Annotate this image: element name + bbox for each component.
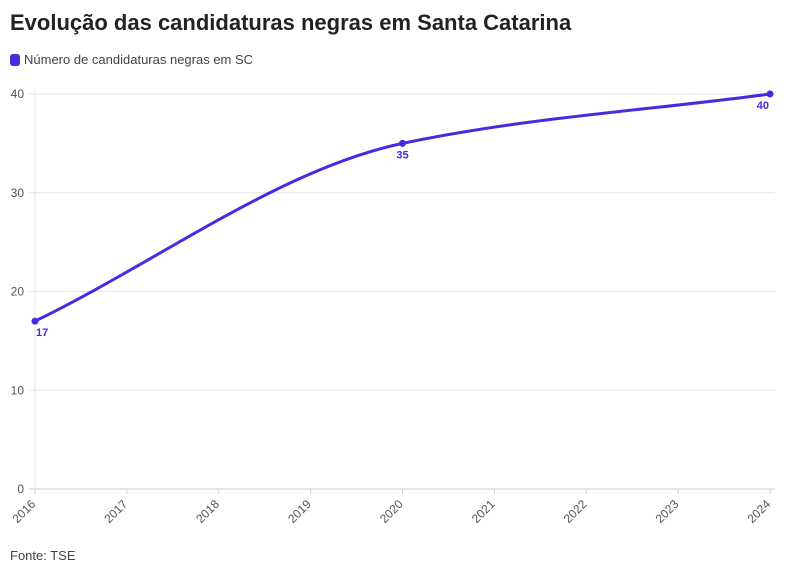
x-tick-label-2017: 2017 [101,497,130,526]
source-note: Fonte: TSE [10,548,76,563]
series-line [33,92,772,323]
x-tick-label-2023: 2023 [653,497,682,526]
x-tick-label-2019: 2019 [285,497,314,526]
x-tick-label-2018: 2018 [193,497,222,526]
data-point-2020 [399,139,406,147]
legend-swatch [10,53,20,66]
x-tick-label-2016: 2016 [10,497,39,526]
x-tick-label-2024: 2024 [745,497,774,526]
y-tick-label-30: 30 [11,186,25,200]
legend-label: Número de candidaturas negras em SC [24,52,254,67]
x-tick-label-2022: 2022 [561,497,590,526]
data-label-2020: 35 [396,149,408,161]
x-tick-label-2021: 2021 [469,497,498,526]
series-group: 17 35 40 [31,90,774,339]
data-point-2016 [31,317,39,325]
data-label-2024: 40 [757,100,769,112]
legend: Número de candidaturas negras em SC [10,52,253,67]
data-label-2016: 17 [36,327,48,339]
chart-title: Evolução das candidaturas negras em Sant… [10,10,572,35]
x-axis-ticks: 2016 2017 2018 2019 2020 2021 2022 2023 2024 [10,489,774,526]
y-tick-label-10: 10 [11,383,25,397]
x-tick-label-2020: 2020 [377,497,406,526]
data-point-2024 [766,90,774,98]
y-tick-label-20: 20 [11,285,25,299]
y-tick-label-40: 40 [11,87,25,101]
y-axis-ticks: 0 10 20 30 40 [11,87,25,496]
y-tick-label-0: 0 [17,482,24,496]
